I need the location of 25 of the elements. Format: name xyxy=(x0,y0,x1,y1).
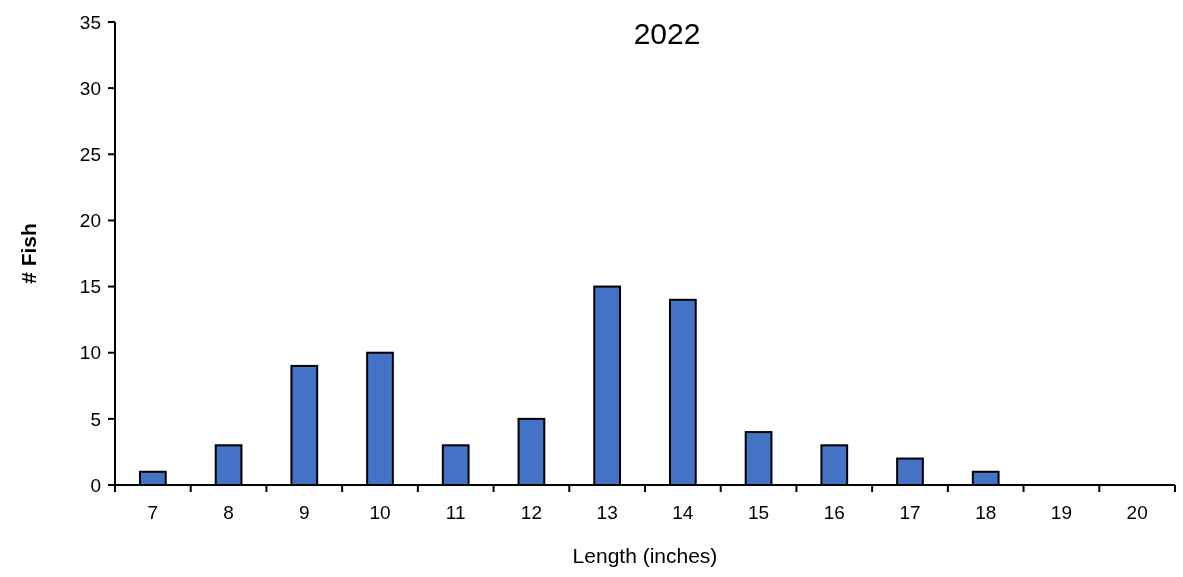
y-tick-label: 35 xyxy=(79,11,101,33)
x-tick-label: 16 xyxy=(823,502,845,523)
x-tick-label: 12 xyxy=(520,502,542,523)
y-tick-label: 20 xyxy=(79,210,101,232)
x-tick-label: 19 xyxy=(1050,502,1072,523)
chart-title: 2022 xyxy=(633,17,701,50)
x-tick-label: 18 xyxy=(975,502,997,523)
x-tick-label: 15 xyxy=(748,502,770,523)
x-tick-label: 17 xyxy=(899,502,921,523)
y-tick-label: 25 xyxy=(79,143,101,165)
y-tick-label: 0 xyxy=(90,474,101,496)
x-tick-label: 9 xyxy=(299,502,310,523)
y-tick-label: 5 xyxy=(90,408,101,430)
x-tick-label: 13 xyxy=(596,502,618,523)
y-axis-title: # Fish xyxy=(17,223,40,284)
x-tick-label: 11 xyxy=(445,502,466,523)
x-tick-label: 14 xyxy=(672,502,694,523)
y-tick-label: 30 xyxy=(79,77,101,99)
x-tick-label: 10 xyxy=(369,502,391,523)
y-tick-label: 15 xyxy=(79,276,101,298)
x-tick-label: 20 xyxy=(1126,502,1148,523)
x-tick-label: 8 xyxy=(223,502,234,523)
y-tick-label: 10 xyxy=(79,342,101,364)
x-axis-title: Length (inches) xyxy=(572,544,718,567)
x-tick-label: 7 xyxy=(147,502,159,523)
